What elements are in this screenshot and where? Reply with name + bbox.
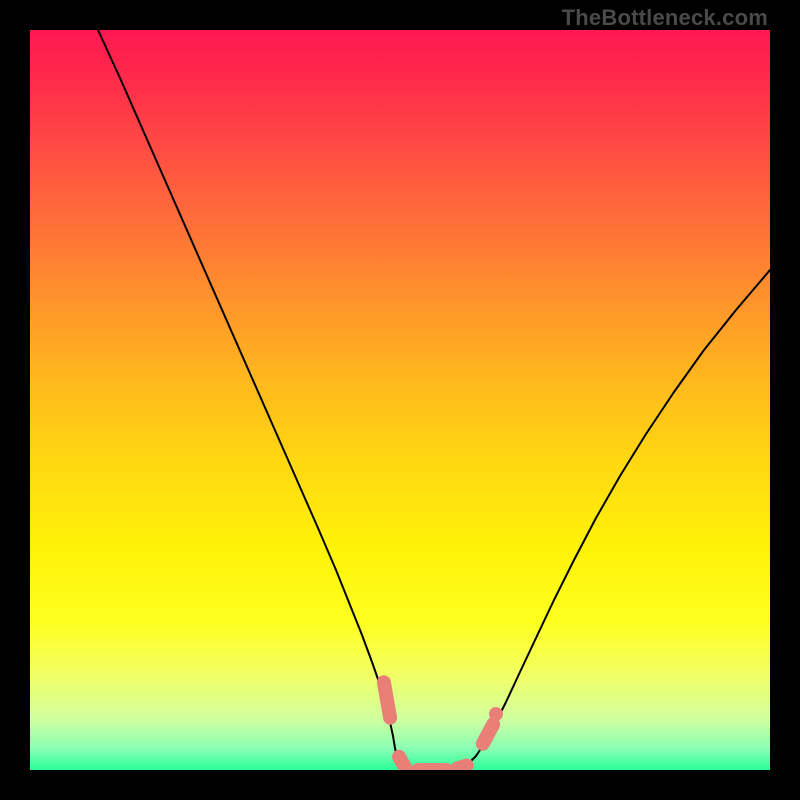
plot-area — [30, 30, 770, 770]
watermark-text: TheBottleneck.com — [562, 5, 768, 31]
valley-marker-group — [30, 30, 770, 770]
chart-frame: TheBottleneck.com — [0, 0, 800, 800]
valley-marker-segment — [448, 757, 475, 770]
valley-marker-segment — [411, 763, 453, 770]
valley-marker-segment — [376, 674, 398, 726]
